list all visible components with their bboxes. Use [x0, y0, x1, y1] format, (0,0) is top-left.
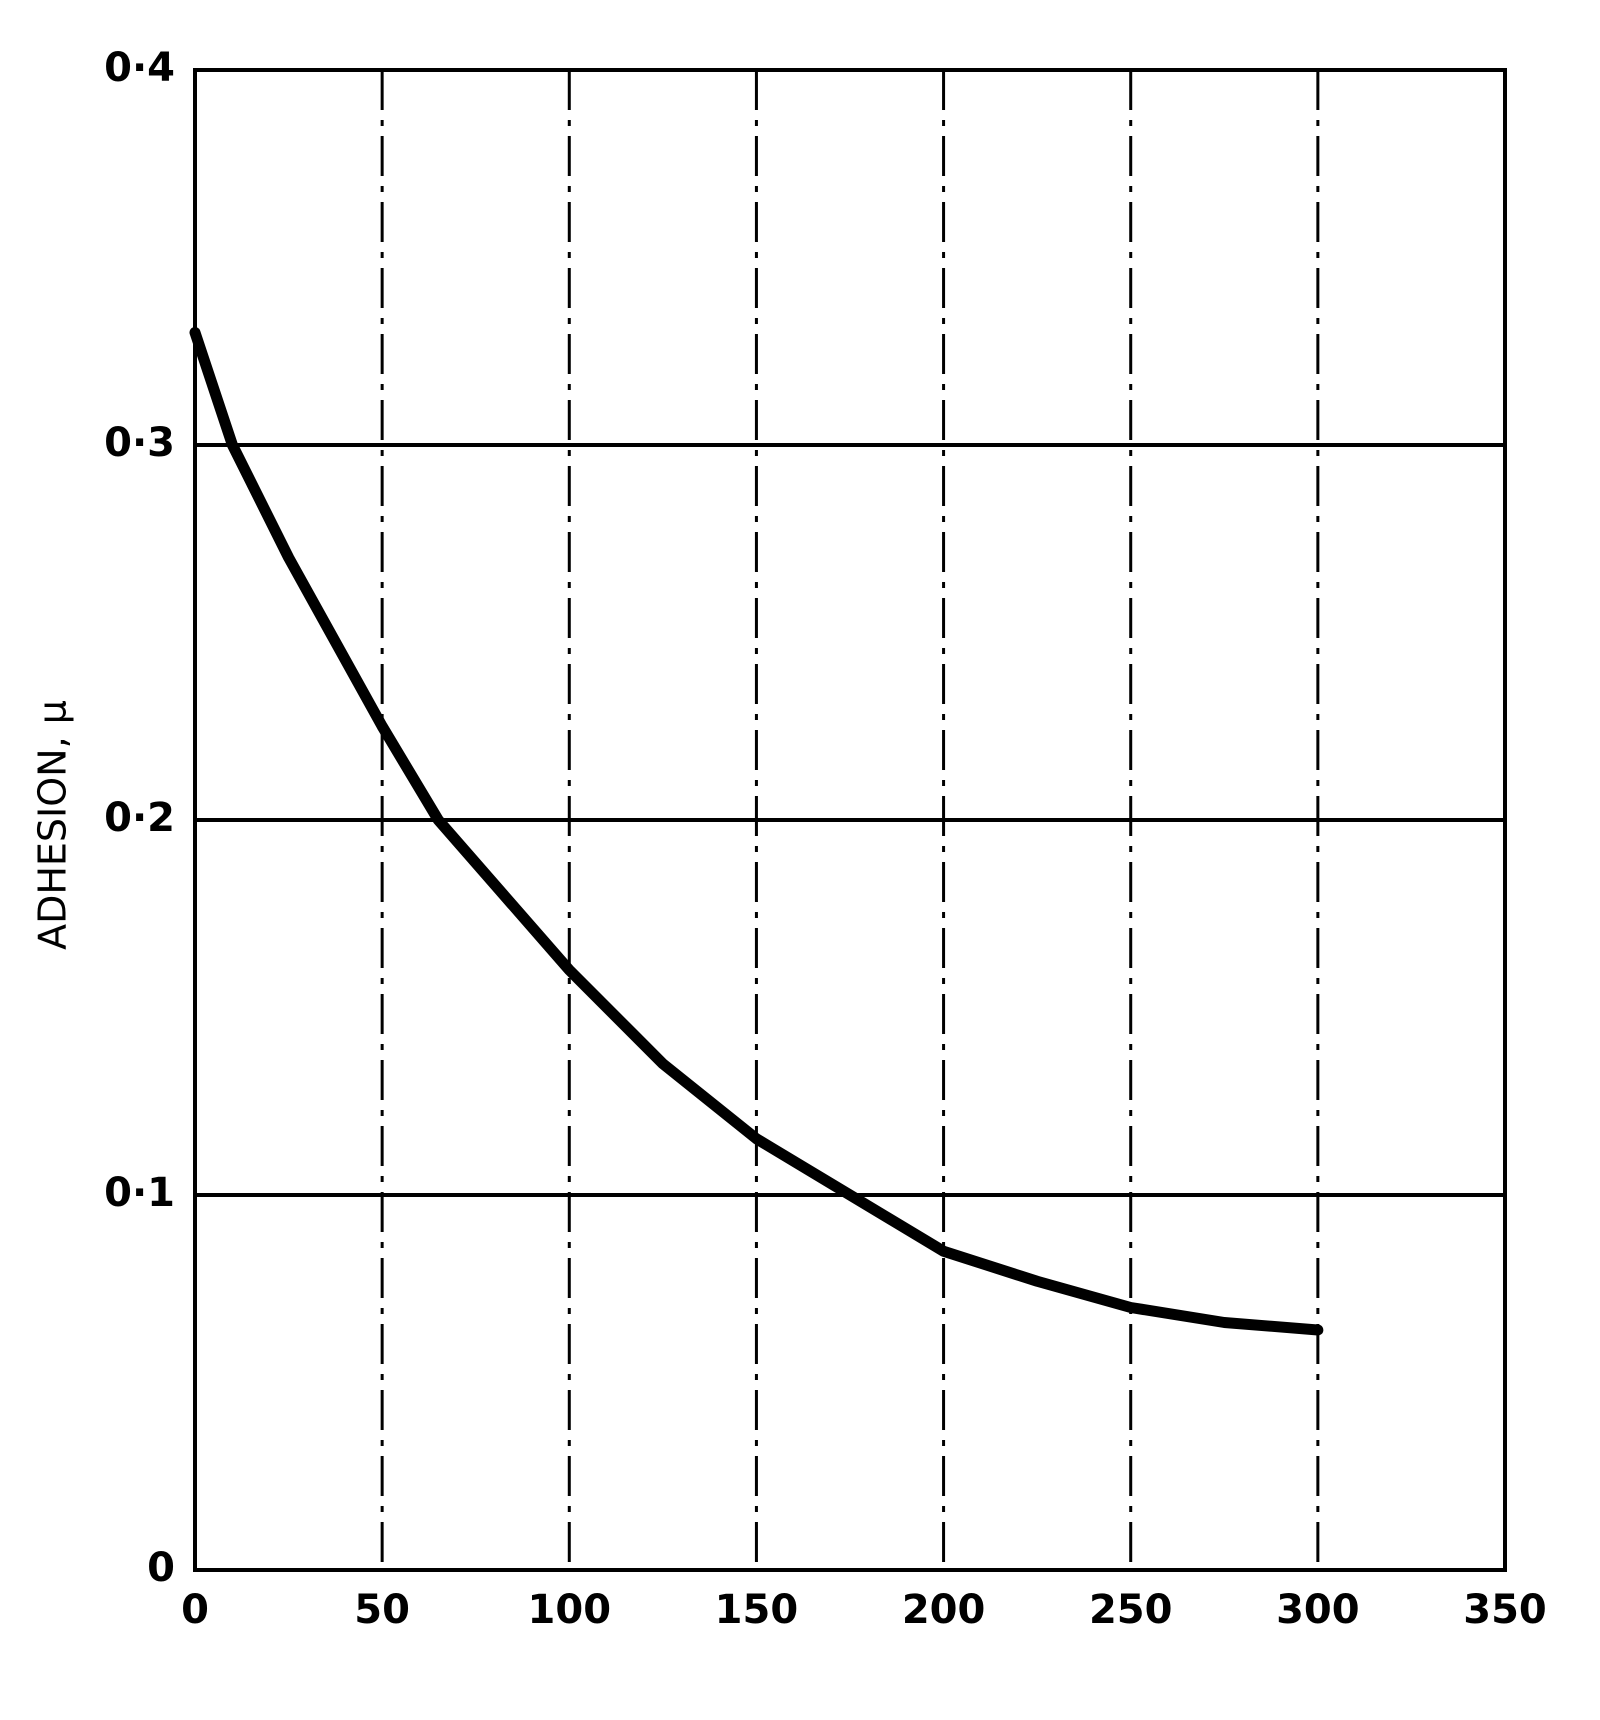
x-tick-label: 0	[181, 1587, 209, 1633]
x-tick-label: 200	[902, 1587, 986, 1633]
y-tick-label: 0·3	[104, 420, 175, 466]
data-line	[189, 327, 1324, 1336]
x-tick-label: 50	[354, 1587, 410, 1633]
y-tick-label: 0·4	[104, 45, 175, 91]
x-tick-label: 100	[528, 1587, 612, 1633]
x-tick-label: 250	[1089, 1587, 1173, 1633]
y-tick-label: 0·1	[104, 1170, 175, 1216]
x-tick-label: 150	[715, 1587, 799, 1633]
x-tick-label: 300	[1276, 1587, 1360, 1633]
x-tick-label: 350	[1463, 1587, 1547, 1633]
y-axis-title: ADHESION, μ	[31, 700, 75, 950]
plot-frame	[193, 68, 1507, 1572]
y-tick-label: 0	[147, 1545, 175, 1591]
y-tick-label: 0·2	[104, 795, 175, 841]
